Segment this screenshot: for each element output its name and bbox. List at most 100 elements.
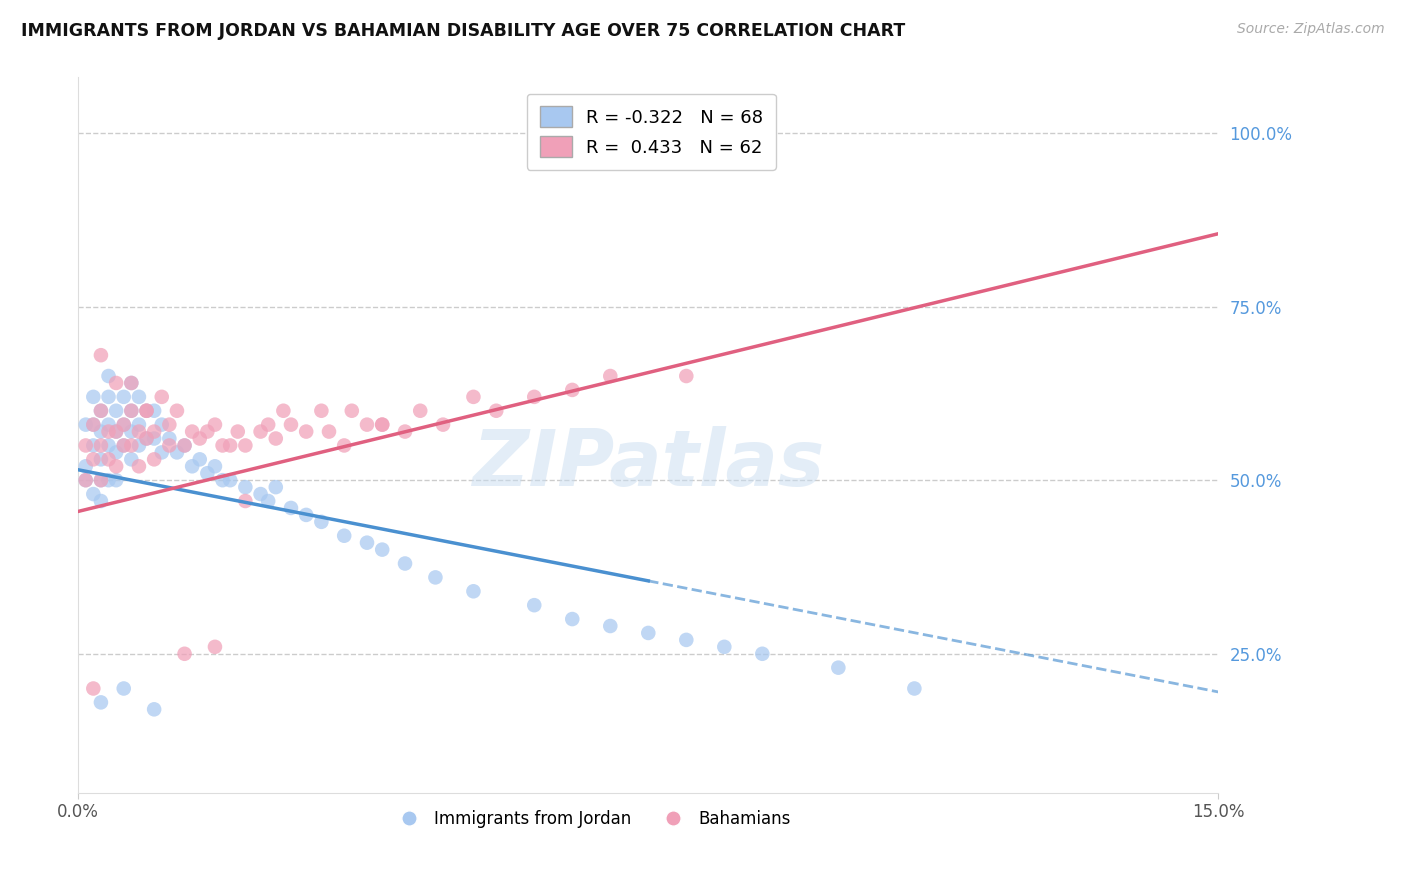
Point	[120, 438, 142, 452]
Point	[273, 403, 295, 417]
Text: Source: ZipAtlas.com: Source: ZipAtlas.com	[1237, 22, 1385, 37]
Point	[561, 383, 583, 397]
Point	[82, 417, 104, 432]
Point	[90, 403, 112, 417]
Point	[120, 425, 142, 439]
Point	[235, 494, 257, 508]
Point	[340, 403, 363, 417]
Point	[311, 515, 333, 529]
Point	[143, 425, 166, 439]
Point	[523, 598, 546, 612]
Point	[371, 542, 394, 557]
Point	[75, 459, 97, 474]
Point	[128, 459, 150, 474]
Point	[226, 425, 249, 439]
Point	[371, 417, 394, 432]
Point	[90, 473, 112, 487]
Point	[82, 681, 104, 696]
Point	[143, 702, 166, 716]
Point	[173, 438, 195, 452]
Point	[75, 438, 97, 452]
Point	[90, 348, 112, 362]
Point	[105, 473, 128, 487]
Point	[97, 473, 120, 487]
Point	[90, 695, 112, 709]
Point	[143, 452, 166, 467]
Point	[264, 480, 287, 494]
Point	[143, 432, 166, 446]
Point	[181, 459, 204, 474]
Point	[371, 417, 394, 432]
Point	[195, 467, 218, 481]
Point	[181, 425, 204, 439]
Point	[188, 432, 211, 446]
Point	[82, 417, 104, 432]
Point	[463, 390, 485, 404]
Point	[157, 432, 180, 446]
Point	[637, 626, 659, 640]
Point	[264, 432, 287, 446]
Point	[75, 473, 97, 487]
Point	[394, 557, 416, 571]
Point	[75, 417, 97, 432]
Legend: Immigrants from Jordan, Bahamians: Immigrants from Jordan, Bahamians	[385, 803, 797, 834]
Point	[235, 438, 257, 452]
Point	[561, 612, 583, 626]
Point	[295, 508, 318, 522]
Point	[295, 425, 318, 439]
Point	[135, 432, 157, 446]
Point	[112, 417, 135, 432]
Point	[204, 417, 226, 432]
Point	[675, 369, 697, 384]
Point	[97, 390, 120, 404]
Point	[105, 425, 128, 439]
Point	[128, 417, 150, 432]
Point	[112, 390, 135, 404]
Point	[90, 473, 112, 487]
Point	[90, 403, 112, 417]
Point	[173, 647, 195, 661]
Point	[249, 487, 271, 501]
Point	[356, 535, 378, 549]
Point	[90, 452, 112, 467]
Point	[211, 438, 233, 452]
Point	[120, 452, 142, 467]
Point	[249, 425, 271, 439]
Point	[112, 417, 135, 432]
Point	[90, 425, 112, 439]
Point	[120, 376, 142, 390]
Point	[204, 459, 226, 474]
Point	[143, 403, 166, 417]
Point	[485, 403, 508, 417]
Point	[105, 459, 128, 474]
Point	[112, 681, 135, 696]
Point	[82, 438, 104, 452]
Point	[257, 417, 280, 432]
Point	[97, 425, 120, 439]
Point	[112, 438, 135, 452]
Point	[318, 425, 340, 439]
Point	[150, 390, 173, 404]
Text: IMMIGRANTS FROM JORDAN VS BAHAMIAN DISABILITY AGE OVER 75 CORRELATION CHART: IMMIGRANTS FROM JORDAN VS BAHAMIAN DISAB…	[21, 22, 905, 40]
Point	[195, 425, 218, 439]
Point	[599, 619, 621, 633]
Point	[166, 403, 188, 417]
Point	[75, 473, 97, 487]
Point	[105, 376, 128, 390]
Point	[120, 403, 142, 417]
Point	[97, 452, 120, 467]
Point	[903, 681, 925, 696]
Point	[188, 452, 211, 467]
Point	[97, 438, 120, 452]
Point	[157, 438, 180, 452]
Point	[120, 376, 142, 390]
Point	[97, 369, 120, 384]
Point	[135, 403, 157, 417]
Text: ZIPatlas: ZIPatlas	[472, 425, 824, 501]
Point	[425, 570, 447, 584]
Point	[827, 661, 849, 675]
Point	[173, 438, 195, 452]
Point	[257, 494, 280, 508]
Point	[90, 438, 112, 452]
Point	[82, 487, 104, 501]
